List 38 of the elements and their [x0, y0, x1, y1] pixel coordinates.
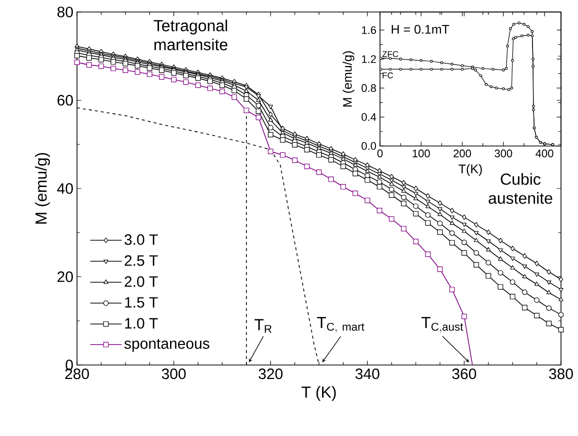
y-tick-label: 60	[58, 94, 73, 106]
x-tick-label: 340	[355, 368, 380, 380]
x-tick-label: 400	[536, 150, 554, 158]
x-tick-label: 100	[412, 150, 430, 158]
x-axis-title: T (K)	[302, 386, 336, 401]
x-tick-label: 300	[494, 150, 512, 158]
x-tick-label: 200	[454, 150, 472, 158]
annotation: $\mathrm{T}_{\mathrm{C,aust}}$	[421, 317, 464, 333]
legend-label: FC	[382, 72, 394, 78]
x-tick-label: 0	[377, 150, 383, 158]
x-tick-label: 280	[65, 368, 89, 380]
x-tick-label: 300	[162, 368, 186, 380]
y-tick-label: 20	[58, 271, 73, 282]
annotation: $\mathrm{T}_{\mathrm{R}}$	[254, 319, 272, 333]
legend-label: 2.5 T	[124, 255, 158, 266]
y-axis-title: M (emu/g)	[342, 51, 354, 106]
legend-label: 3.0 T	[124, 234, 158, 245]
legend-label: 2.0 T	[124, 276, 158, 287]
annotation: $\mathrm{T}_{\mathrm{C,\ mart}}$	[317, 317, 364, 333]
x-axis-title: T(K)	[458, 164, 482, 176]
y-tick-label: 40	[57, 183, 73, 194]
legend-label: spontaneous	[124, 339, 210, 352]
y-axis-title: M (emu/g)	[35, 153, 50, 224]
annotation: Tetragonal martensite	[154, 20, 228, 50]
y-tick-label: 0.4	[362, 113, 376, 121]
annotation: H = 0.1mT	[392, 24, 450, 34]
y-tick-label: 1.6	[362, 26, 376, 34]
x-tick-label: 360	[452, 368, 476, 380]
legend-label: 1.0 T	[125, 318, 158, 329]
x-tick-label: 380	[549, 368, 573, 380]
y-tick-label: 0.8	[362, 84, 376, 92]
x-tick-label: 320	[258, 368, 283, 380]
annotation: Cubic austenite	[488, 173, 552, 204]
legend-label: ZFC	[382, 51, 398, 58]
y-tick-label: 1.2	[362, 55, 376, 63]
y-tick-label: 80	[57, 6, 73, 18]
legend-label: 1.5 T	[125, 297, 158, 308]
y-tick-label: 0.0	[362, 142, 376, 150]
